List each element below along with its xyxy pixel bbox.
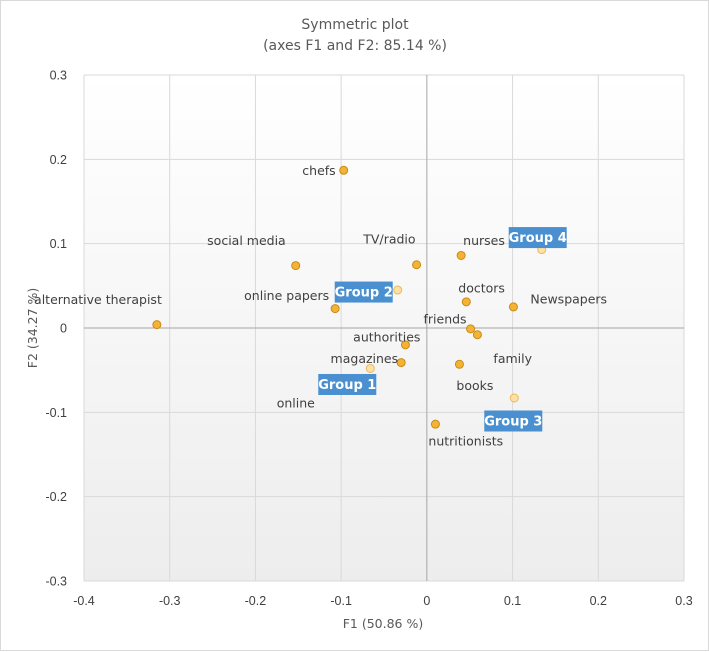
x-tick-label: 0.2 xyxy=(590,594,607,608)
data-point xyxy=(339,165,349,175)
data-point xyxy=(152,320,162,330)
group-point xyxy=(365,363,375,373)
point-label: chefs xyxy=(302,163,335,178)
point-label: nutritionists xyxy=(428,434,503,449)
point-label: TV/radio xyxy=(362,231,415,246)
x-tick-label: 0.3 xyxy=(675,594,692,608)
axis-layer xyxy=(84,75,684,581)
data-point xyxy=(400,340,410,350)
group-label-box xyxy=(318,373,377,395)
data-point xyxy=(461,297,471,307)
group-label-box xyxy=(508,227,567,249)
point-label: nurses xyxy=(463,233,505,248)
data-point xyxy=(291,261,301,271)
group-point xyxy=(393,285,403,295)
group-label: Group 3 xyxy=(484,414,542,429)
x-tick-label: -0.2 xyxy=(245,594,267,608)
y-tick-label: 0 xyxy=(60,322,67,336)
x-tick-label: -0.3 xyxy=(159,594,181,608)
y-tick-label: -0.3 xyxy=(45,575,67,589)
data-point xyxy=(508,302,518,312)
tick-labels: -0.4 -0.3 -0.2 -0.1 0 0.1 0.2 0.3 -0.3 -0.2 -0.1 0 0… xyxy=(45,69,692,609)
x-tick-label: -0.4 xyxy=(73,594,95,608)
data-point xyxy=(412,260,422,270)
y-axis-title: F2 (34.27 %) xyxy=(25,288,40,369)
y-tick-label: 0.2 xyxy=(50,153,67,167)
point-label: books xyxy=(456,378,493,393)
point-label: online papers xyxy=(244,288,329,303)
data-point xyxy=(456,250,466,260)
data-point xyxy=(330,304,340,314)
group-label-box xyxy=(484,410,543,432)
group-label: Group 2 xyxy=(335,286,393,301)
y-tick-label: -0.2 xyxy=(45,490,67,504)
chart-subtitle: (axes F1 and F2: 85.14 %) xyxy=(263,38,447,54)
point-label: doctors xyxy=(458,280,505,295)
x-tick-label: -0.1 xyxy=(330,594,352,608)
data-point xyxy=(396,358,406,368)
group-label: Group 4 xyxy=(509,231,567,246)
data-point xyxy=(472,330,482,340)
point-label: Newspapers xyxy=(530,291,607,306)
y-tick-label: -0.1 xyxy=(45,406,67,420)
point-label: family xyxy=(493,351,532,366)
point-labels: chefs social media alternative therapist on… xyxy=(34,163,607,449)
x-axis-title: F1 (50.86 %) xyxy=(343,616,424,631)
data-point xyxy=(466,324,476,334)
y-tick-label: 0.3 xyxy=(50,69,67,83)
group-point xyxy=(509,393,519,403)
x-tick-label: 0.1 xyxy=(504,594,521,608)
y-tick-label: 0.1 xyxy=(50,237,67,251)
point-label: online xyxy=(277,396,315,411)
point-label: friends xyxy=(423,311,466,326)
x-tick-label: 0 xyxy=(423,594,430,608)
point-label: authorities xyxy=(353,329,420,344)
data-point xyxy=(430,419,440,429)
chart-title: Symmetric plot xyxy=(301,17,409,33)
data-point xyxy=(454,359,464,369)
group-boxes: Group 1 Group 2 Group 3 Group 4 xyxy=(318,227,567,432)
group-label: Group 1 xyxy=(318,378,376,393)
point-label: alternative therapist xyxy=(34,292,162,307)
group-label-box xyxy=(334,281,393,303)
point-label: social media xyxy=(207,233,286,248)
point-label: magazines xyxy=(331,351,399,366)
